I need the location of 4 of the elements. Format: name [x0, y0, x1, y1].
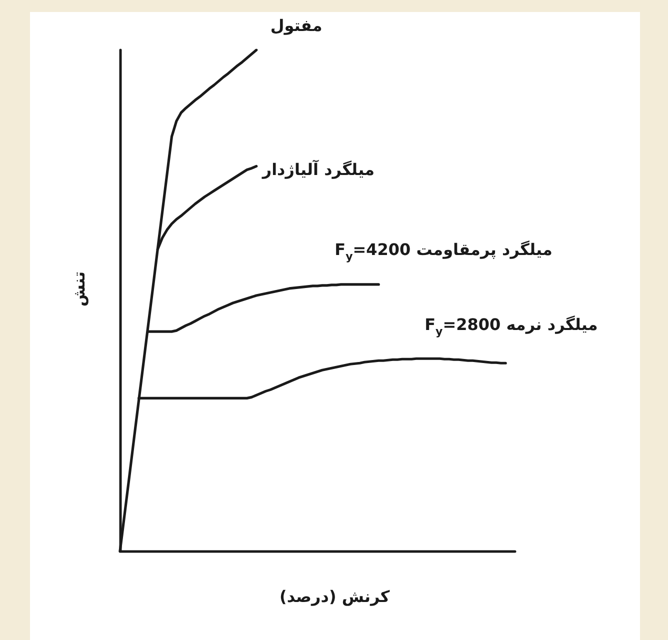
x-axis-title: کرنش (درصد) — [280, 587, 390, 607]
y-axis-title: تنش — [69, 270, 90, 306]
series-label: میلگرد آلیاژدار — [262, 160, 375, 180]
series-label: مفتول — [270, 16, 322, 36]
